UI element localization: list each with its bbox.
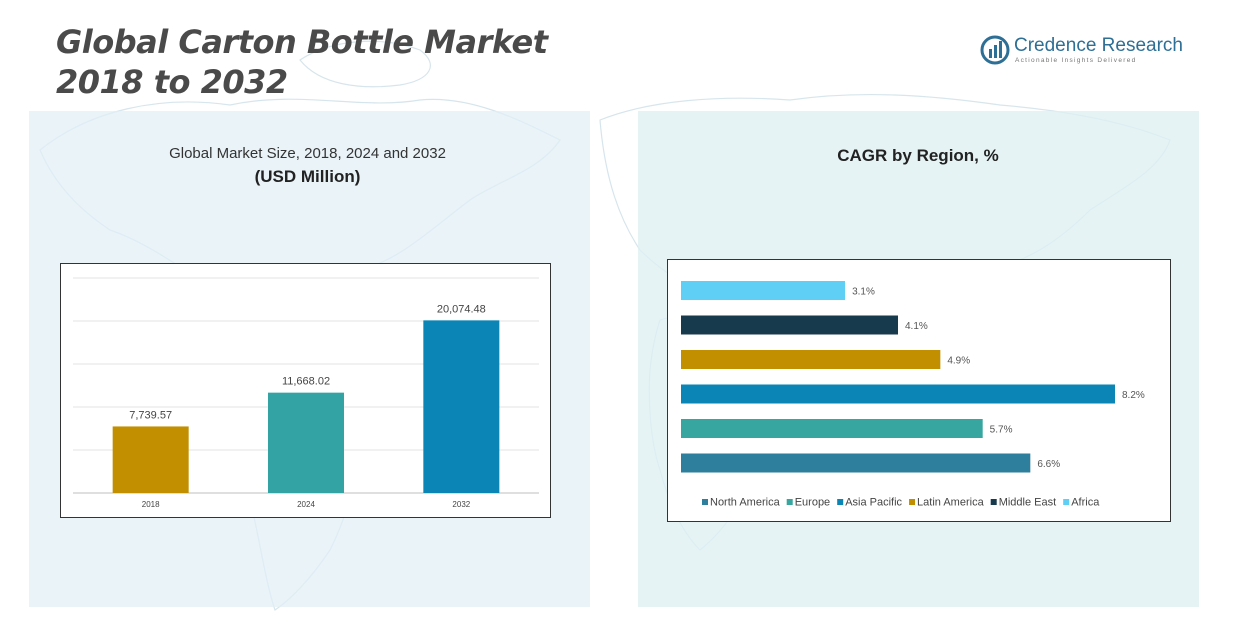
bar-2024	[268, 392, 344, 493]
bar-latin-america	[681, 350, 941, 369]
bar-europe	[681, 419, 983, 438]
legend-swatch	[702, 499, 708, 505]
bar-value-label: 11,668.02	[282, 376, 330, 388]
legend-label: Latin America	[917, 497, 985, 509]
x-tick-label: 2032	[452, 500, 470, 509]
bar-value-label: 5.7%	[990, 425, 1013, 436]
bar-value-label: 4.9%	[947, 356, 970, 367]
x-tick-label: 2018	[142, 500, 160, 509]
bar-value-label: 6.6%	[1037, 459, 1060, 470]
page-title-line2: 2018 to 2032	[56, 63, 288, 101]
bar-2018	[112, 426, 189, 493]
cagr-chart-title: CAGR by Region, %	[837, 146, 999, 165]
legend-label: Middle East	[999, 497, 1056, 509]
brand-name: Credence Research	[1014, 35, 1183, 56]
page-title-line1: Global Carton Bottle Market	[56, 23, 548, 61]
legend-label: North America	[710, 497, 781, 509]
brand-tagline: Actionable Insights Delivered	[1015, 57, 1137, 64]
legend: North America Europe Asia Pacific Latin Ame…	[702, 497, 1100, 509]
bar-2032	[423, 320, 500, 493]
bar-middle-east	[681, 315, 898, 335]
legend-swatch	[990, 499, 997, 505]
bar-africa	[681, 281, 846, 300]
bar-chart-logo-icon	[980, 35, 1010, 65]
cagr-chart: 3.1% 4.1% 4.9% 8.2% 5.7% 6.6% North America Eur…	[667, 259, 1171, 522]
bar-value-label: 8.2%	[1122, 390, 1145, 401]
bar-value-label: 20,074.48	[437, 303, 486, 315]
bar-value-label: 4.1%	[905, 321, 928, 332]
legend-label: Europe	[795, 497, 830, 509]
legend-swatch	[837, 499, 844, 505]
page-title: Global Carton Bottle Market 2018 to 2032	[56, 22, 548, 102]
market-size-chart: 7,739.57 2018 11,668.02 2024 20,074.48 2032	[60, 263, 551, 518]
legend-swatch	[786, 499, 793, 505]
legend-swatch	[909, 499, 916, 505]
market-size-bar-chart: 7,739.57 2018 11,668.02 2024 20,074.48 2032	[73, 277, 539, 509]
legend-label: Asia Pacific	[845, 497, 902, 509]
legend-label: Africa	[1071, 497, 1100, 509]
market-size-chart-subtitle: (USD Million)	[254, 167, 361, 186]
market-size-chart-title: Global Market Size, 2018, 2024 and 2032	[169, 145, 446, 162]
bar-value-label: 7,739.57	[129, 409, 172, 421]
legend-swatch	[1063, 499, 1070, 505]
cagr-horizontal-bar-chart: 3.1% 4.1% 4.9% 8.2% 5.7% 6.6% North America Eur…	[681, 281, 1145, 509]
bar-value-label: 3.1%	[852, 287, 875, 298]
bar-asia-pacific	[681, 384, 1115, 404]
bar-north-america	[681, 453, 1031, 473]
x-tick-label: 2024	[297, 500, 315, 509]
